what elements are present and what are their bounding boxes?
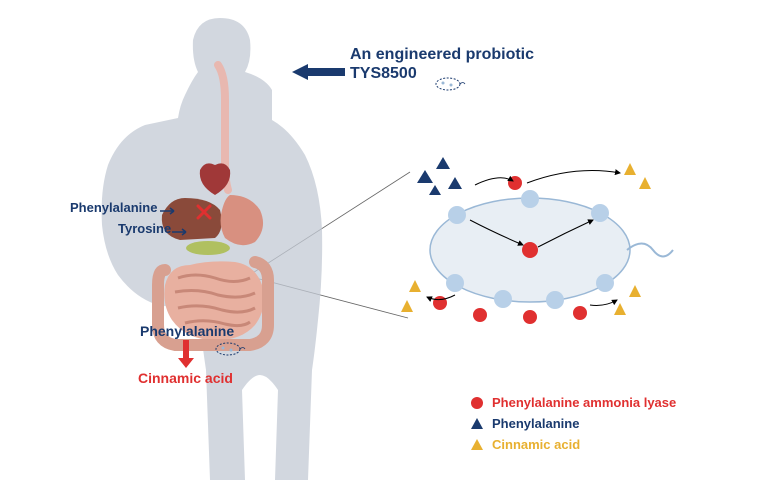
legend: Phenylalanine ammonia lyase Phenylalanin… [470, 395, 676, 458]
triangle-icon [470, 438, 484, 452]
legend-pal-text: Phenylalanine ammonia lyase [492, 395, 676, 410]
title-arrow [290, 60, 345, 84]
legend-item-cinn: Cinnamic acid [470, 437, 676, 452]
tyr-arrow [172, 228, 192, 236]
tyrosine-label: Tyrosine [118, 221, 171, 237]
circle-icon [470, 396, 484, 410]
x-mark-icon [196, 204, 212, 220]
legend-cinn-text: Cinnamic acid [492, 437, 580, 452]
phenylalanine-bottom-label: Phenylalanine [140, 323, 234, 340]
triangle-icon [470, 417, 484, 431]
conversion-arrow [178, 340, 194, 370]
legend-item-pal: Phenylalanine ammonia lyase [470, 395, 676, 410]
cell-diagram [395, 155, 675, 330]
cinnamic-acid-label: Cinnamic acid [138, 370, 233, 387]
bacteria-intestine-icon [210, 340, 246, 358]
legend-item-phe: Phenylalanine [470, 416, 676, 431]
legend-phe-text: Phenylalanine [492, 416, 579, 431]
phe-top-arrow [160, 207, 180, 215]
title-line1: An engineered probiotic [350, 45, 534, 64]
bacteria-title-icon [430, 75, 466, 93]
phenylalanine-top-label: Phenylalanine [70, 200, 157, 216]
